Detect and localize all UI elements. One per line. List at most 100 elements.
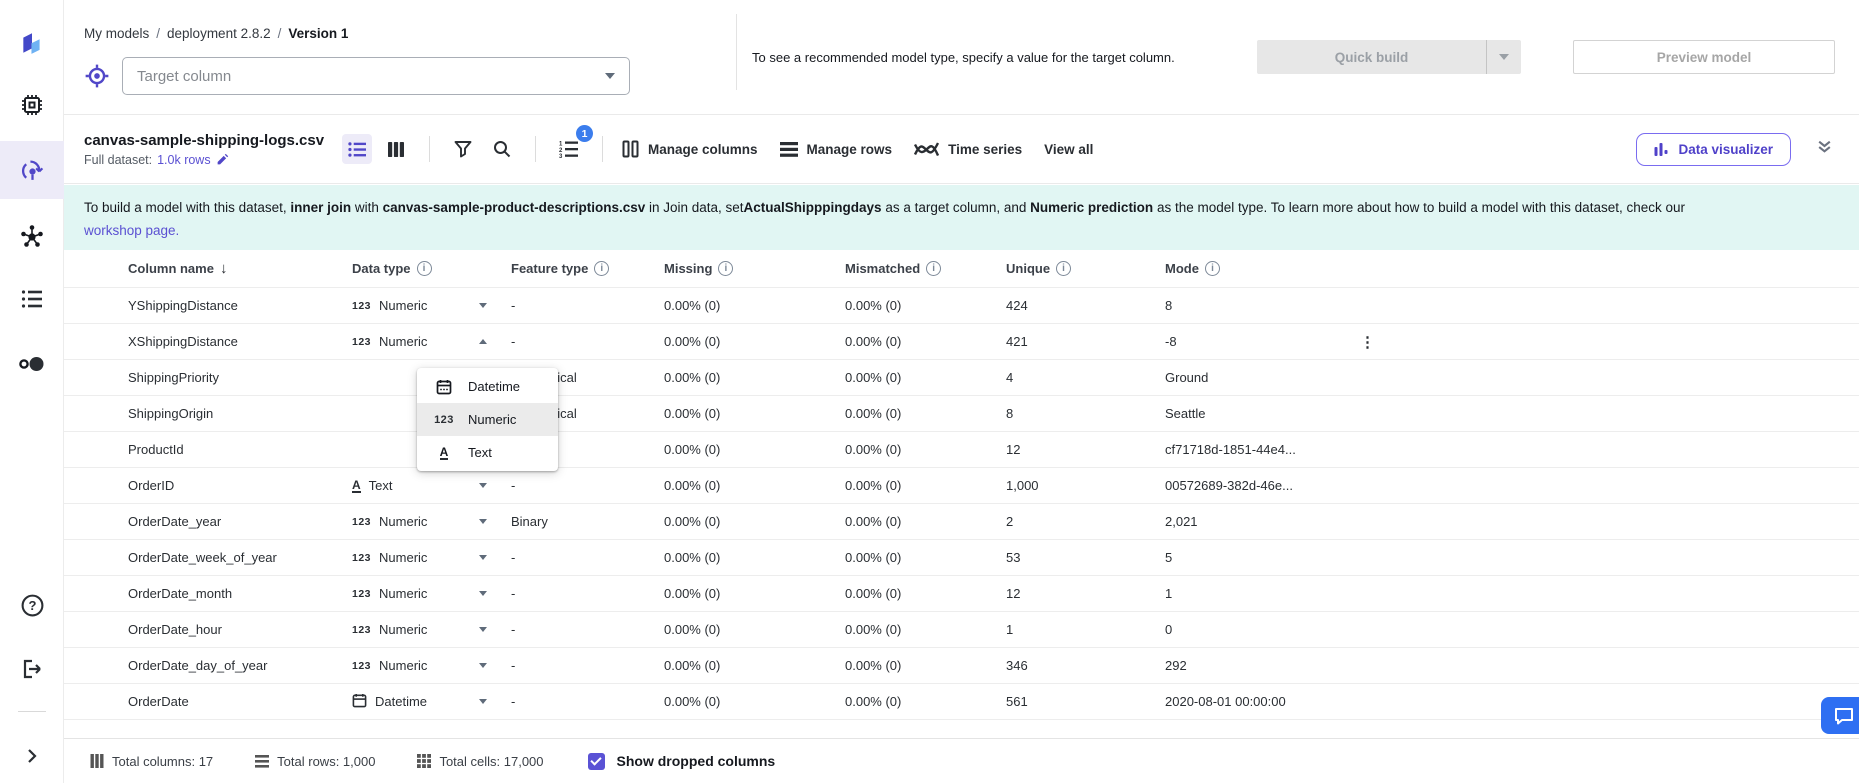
time-series-icon: [914, 141, 939, 158]
sidebar-item-logout[interactable]: [0, 640, 64, 698]
edit-pencil-icon[interactable]: [216, 153, 229, 166]
sidebar-item-datasets[interactable]: [0, 76, 64, 134]
header-divider: [736, 14, 737, 90]
info-icon[interactable]: i: [1205, 261, 1220, 276]
collapse-panel-button[interactable]: [1816, 138, 1833, 160]
cell-mismatched: 0.00% (0): [845, 622, 1006, 637]
cell-unique: 4: [1006, 370, 1165, 385]
banner-line-2: workshop page.: [84, 219, 1859, 242]
data-type-icon: 123: [352, 516, 371, 528]
data-type-dropdown[interactable]: 123 Numeric: [352, 622, 511, 637]
cell-missing: 0.00% (0): [664, 478, 845, 493]
sidebar-item-models-active[interactable]: [0, 141, 64, 199]
breadcrumb: My models/deployment 2.8.2/Version 1: [84, 26, 348, 41]
svg-text:?: ?: [28, 598, 36, 613]
table-row: OrderDate_month 123 Numeric - 0.00% (0) …: [64, 576, 1859, 612]
list-view-button[interactable]: [342, 134, 372, 164]
data-type-dropdown[interactable]: A Text: [352, 478, 511, 493]
data-type-icon: [352, 693, 367, 711]
cell-missing: 0.00% (0): [664, 658, 845, 673]
view-all-button[interactable]: View all: [1044, 142, 1093, 157]
show-dropped-checkbox[interactable]: [588, 753, 605, 770]
cell-missing: 0.00% (0): [664, 514, 845, 529]
header-data-type: Data typei: [352, 261, 511, 276]
grid-view-button[interactable]: [381, 134, 411, 164]
sidebar-item-compare[interactable]: [0, 335, 64, 393]
sidebar-item-help[interactable]: ?: [0, 576, 64, 634]
data-type-label: Datetime: [375, 694, 427, 709]
dropdown-caret-icon: [479, 663, 487, 668]
total-cells: Total cells: 17,000: [417, 754, 543, 769]
rows-count-icon: [255, 755, 269, 768]
quick-build-button[interactable]: Quick build: [1257, 40, 1486, 74]
chat-icon: [1834, 707, 1854, 725]
numbered-list-icon: 1 2 3: [559, 140, 579, 158]
sidebar-item-list[interactable]: [0, 270, 64, 328]
data-visualizer-button[interactable]: Data visualizer: [1636, 133, 1791, 166]
row-actions-kebab[interactable]: ⋮: [1360, 334, 1375, 351]
info-icon[interactable]: i: [926, 261, 941, 276]
dropdown-caret-icon: [479, 555, 487, 560]
info-icon[interactable]: i: [1056, 261, 1071, 276]
cell-mismatched: 0.00% (0): [845, 370, 1006, 385]
data-type-dropdown[interactable]: Datetime: [352, 693, 511, 711]
menu-item-text[interactable]: A Text: [417, 436, 558, 469]
menu-item-numeric[interactable]: 123 Numeric: [417, 403, 558, 436]
data-type-dropdown[interactable]: 123 Numeric: [352, 550, 511, 565]
cell-unique: 346: [1006, 658, 1165, 673]
rows-count-link[interactable]: 1.0k rows: [157, 153, 211, 167]
data-type-dropdown[interactable]: 123 Numeric: [352, 514, 511, 529]
cell-mismatched: 0.00% (0): [845, 334, 1006, 349]
data-type-label: Numeric: [379, 622, 427, 637]
cell-unique: 421: [1006, 334, 1165, 349]
chat-widget-button[interactable]: [1821, 697, 1859, 734]
cell-missing: 0.00% (0): [664, 370, 845, 385]
breadcrumb-my-models[interactable]: My models: [84, 26, 149, 41]
data-type-dropdown[interactable]: 123 Numeric: [352, 658, 511, 673]
menu-item-datetime[interactable]: Datetime: [417, 370, 558, 403]
data-type-dropdown[interactable]: 123 Numeric: [352, 334, 511, 349]
manage-columns-button[interactable]: Manage columns: [622, 140, 758, 158]
show-dropped-columns-toggle[interactable]: Show dropped columns: [588, 753, 776, 770]
time-series-button[interactable]: Time series: [914, 141, 1022, 158]
data-type-dropdown[interactable]: 123 Numeric: [352, 298, 511, 313]
cell-mismatched: 0.00% (0): [845, 442, 1006, 457]
cell-missing: 0.00% (0): [664, 442, 845, 457]
recommendation-banner: To build a model with this dataset, inne…: [64, 185, 1859, 250]
cell-unique: 12: [1006, 586, 1165, 601]
filter-button[interactable]: [448, 134, 478, 164]
chevron-down-icon: [1499, 54, 1509, 60]
info-icon[interactable]: i: [594, 261, 609, 276]
bar-chart-icon: [1654, 142, 1669, 157]
breadcrumb-deployment[interactable]: deployment 2.8.2: [167, 26, 271, 41]
table-body: YShippingDistance 123 Numeric - 0.00% (0…: [64, 288, 1859, 720]
sidebar-expand-button[interactable]: [0, 727, 64, 783]
text-a-icon: A: [440, 446, 449, 460]
toolbar-divider: [535, 136, 536, 162]
data-type-label: Numeric: [379, 586, 427, 601]
numeric-123-icon: 123: [434, 414, 454, 426]
preview-model-button[interactable]: Preview model: [1573, 40, 1835, 74]
chevron-down-icon: [605, 73, 615, 79]
quick-build-caret-button[interactable]: [1486, 40, 1521, 74]
sidebar-item-automations[interactable]: [0, 207, 64, 265]
header-column-name[interactable]: Column name↓: [128, 260, 352, 277]
cell-feature-type: -: [511, 586, 664, 601]
info-icon[interactable]: i: [417, 261, 432, 276]
cell-missing: 0.00% (0): [664, 298, 845, 313]
info-icon[interactable]: i: [718, 261, 733, 276]
sort-count-badge: 1: [576, 125, 593, 142]
target-column-select[interactable]: Target column: [122, 57, 630, 95]
manage-rows-button[interactable]: Manage rows: [780, 142, 893, 157]
cell-unique: 424: [1006, 298, 1165, 313]
sort-priority-button[interactable]: 1 2 3 1: [554, 134, 584, 164]
cell-feature-type: -: [511, 622, 664, 637]
canvas-logo[interactable]: [0, 14, 64, 72]
data-type-dropdown[interactable]: 123 Numeric: [352, 586, 511, 601]
cell-column-name: OrderDate_hour: [128, 622, 352, 637]
cell-column-name: ShippingPriority: [128, 370, 352, 385]
search-button[interactable]: [487, 134, 517, 164]
cell-feature-type: -: [511, 298, 664, 313]
cell-column-name: XShippingDistance: [128, 334, 352, 349]
workshop-page-link[interactable]: workshop page.: [84, 223, 179, 238]
